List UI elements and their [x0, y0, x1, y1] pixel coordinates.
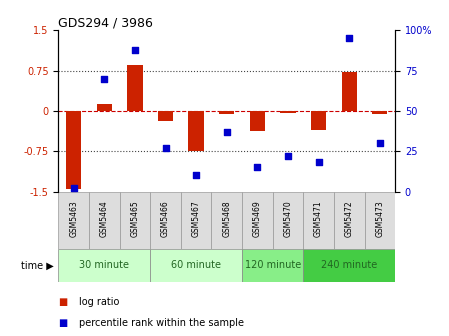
Text: GSM5471: GSM5471: [314, 200, 323, 237]
Bar: [219, 111, 234, 114]
Point: [70, 185, 77, 191]
Text: log ratio: log ratio: [79, 297, 119, 307]
Bar: [250, 111, 265, 131]
Text: GSM5463: GSM5463: [69, 200, 78, 237]
Bar: [342, 72, 357, 111]
Text: percentile rank within the sample: percentile rank within the sample: [79, 318, 243, 328]
Text: 120 minute: 120 minute: [245, 260, 301, 270]
Point: [223, 129, 230, 134]
Text: 30 minute: 30 minute: [79, 260, 129, 270]
Text: GSM5470: GSM5470: [283, 200, 292, 237]
FancyBboxPatch shape: [181, 192, 211, 249]
Text: time ▶: time ▶: [21, 260, 54, 270]
Text: GSM5466: GSM5466: [161, 200, 170, 237]
Text: GSM5465: GSM5465: [130, 200, 139, 237]
FancyBboxPatch shape: [334, 192, 365, 249]
Text: ■: ■: [58, 297, 68, 307]
FancyBboxPatch shape: [273, 192, 303, 249]
FancyBboxPatch shape: [211, 192, 242, 249]
Text: GSM5464: GSM5464: [100, 200, 109, 237]
Point: [284, 153, 291, 159]
Point: [376, 140, 383, 146]
Point: [131, 47, 138, 52]
Text: 240 minute: 240 minute: [321, 260, 377, 270]
Text: ■: ■: [58, 318, 68, 328]
Text: GSM5467: GSM5467: [192, 200, 201, 237]
Bar: [280, 111, 295, 113]
Point: [101, 76, 108, 81]
Text: GDS294 / 3986: GDS294 / 3986: [58, 16, 153, 29]
Point: [162, 145, 169, 151]
Point: [346, 36, 353, 41]
Point: [193, 173, 200, 178]
FancyBboxPatch shape: [150, 249, 242, 282]
FancyBboxPatch shape: [303, 249, 395, 282]
Point: [254, 165, 261, 170]
Bar: [311, 111, 326, 130]
Text: GSM5473: GSM5473: [375, 200, 384, 237]
Bar: [127, 65, 143, 111]
Text: GSM5468: GSM5468: [222, 200, 231, 237]
FancyBboxPatch shape: [89, 192, 119, 249]
Point: [315, 160, 322, 165]
Bar: [372, 111, 387, 114]
Bar: [189, 111, 204, 151]
FancyBboxPatch shape: [303, 192, 334, 249]
Text: 60 minute: 60 minute: [171, 260, 221, 270]
FancyBboxPatch shape: [119, 192, 150, 249]
Text: GSM5469: GSM5469: [253, 200, 262, 237]
FancyBboxPatch shape: [58, 192, 89, 249]
FancyBboxPatch shape: [365, 192, 395, 249]
FancyBboxPatch shape: [150, 192, 181, 249]
Bar: [97, 104, 112, 111]
Bar: [158, 111, 173, 121]
Bar: [66, 111, 81, 189]
FancyBboxPatch shape: [58, 249, 150, 282]
FancyBboxPatch shape: [242, 192, 273, 249]
Text: GSM5472: GSM5472: [345, 200, 354, 237]
FancyBboxPatch shape: [242, 249, 303, 282]
